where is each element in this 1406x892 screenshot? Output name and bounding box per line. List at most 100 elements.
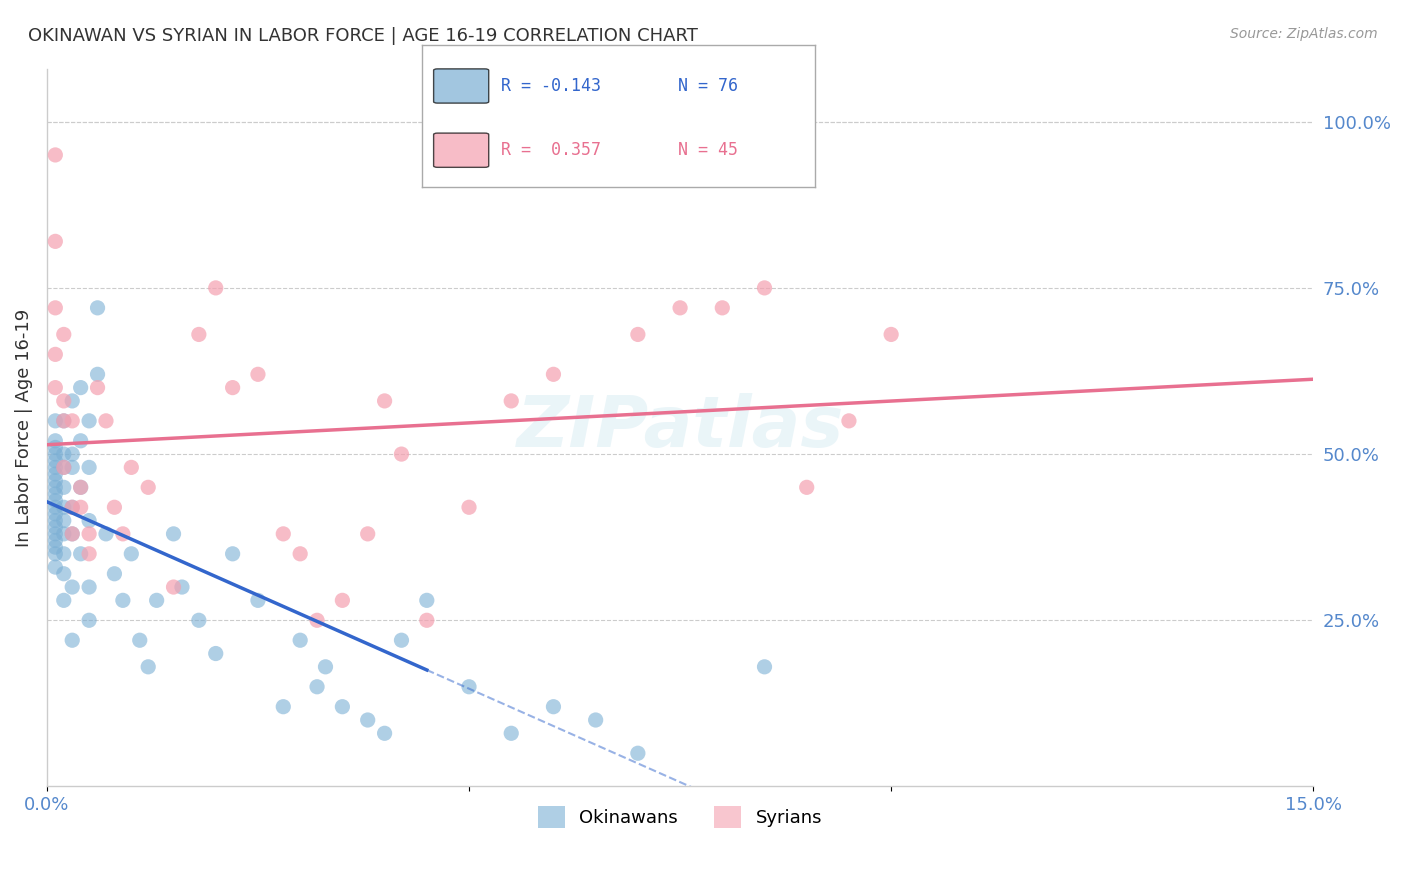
Point	[288, 633, 311, 648]
Point	[44, 441, 66, 455]
Point	[60, 460, 83, 475]
Point	[60, 393, 83, 408]
Point	[44, 514, 66, 528]
Point	[754, 281, 776, 295]
Point	[52, 393, 75, 408]
Point	[711, 301, 734, 315]
Point	[52, 514, 75, 528]
Point	[838, 414, 860, 428]
Point	[44, 414, 66, 428]
Point	[60, 527, 83, 541]
Point	[246, 368, 269, 382]
Point	[204, 281, 226, 295]
Point	[86, 368, 108, 382]
Text: R =  0.357: R = 0.357	[501, 141, 600, 159]
Point	[136, 660, 159, 674]
Text: Source: ZipAtlas.com: Source: ZipAtlas.com	[1230, 27, 1378, 41]
Point	[44, 527, 66, 541]
Point	[69, 480, 91, 494]
Point	[44, 434, 66, 448]
Point	[501, 726, 523, 740]
Point	[416, 613, 439, 627]
Point	[44, 500, 66, 515]
Point	[44, 540, 66, 554]
Point	[52, 460, 75, 475]
FancyBboxPatch shape	[433, 69, 489, 103]
Text: OKINAWAN VS SYRIAN IN LABOR FORCE | AGE 16-19 CORRELATION CHART: OKINAWAN VS SYRIAN IN LABOR FORCE | AGE …	[28, 27, 697, 45]
Point	[627, 327, 650, 342]
Point	[44, 235, 66, 249]
Point	[77, 547, 100, 561]
Point	[44, 474, 66, 488]
Point	[543, 699, 565, 714]
Point	[52, 460, 75, 475]
Point	[44, 480, 66, 494]
Point	[69, 500, 91, 515]
Point	[69, 434, 91, 448]
Point	[391, 633, 413, 648]
Point	[77, 414, 100, 428]
Point	[77, 514, 100, 528]
Point	[52, 327, 75, 342]
Point	[77, 613, 100, 627]
Point	[52, 414, 75, 428]
Point	[60, 527, 83, 541]
Point	[136, 480, 159, 494]
Point	[86, 381, 108, 395]
Point	[52, 447, 75, 461]
Point	[669, 301, 692, 315]
Point	[60, 580, 83, 594]
Point	[332, 699, 354, 714]
Point	[44, 447, 66, 461]
Point	[86, 301, 108, 315]
Point	[221, 547, 243, 561]
Text: N = 76: N = 76	[678, 77, 738, 95]
Point	[374, 726, 396, 740]
Point	[52, 414, 75, 428]
Point	[458, 500, 481, 515]
Point	[754, 660, 776, 674]
Point	[52, 547, 75, 561]
Point	[416, 593, 439, 607]
FancyBboxPatch shape	[433, 133, 489, 168]
Point	[52, 566, 75, 581]
Point	[60, 500, 83, 515]
Point	[145, 593, 167, 607]
Point	[94, 414, 117, 428]
Point	[120, 547, 142, 561]
Point	[315, 660, 337, 674]
Point	[44, 454, 66, 468]
Point	[44, 493, 66, 508]
Point	[204, 647, 226, 661]
Point	[103, 500, 125, 515]
Point	[501, 393, 523, 408]
Y-axis label: In Labor Force | Age 16-19: In Labor Force | Age 16-19	[15, 309, 32, 547]
Point	[44, 460, 66, 475]
Point	[374, 393, 396, 408]
Point	[60, 414, 83, 428]
Point	[627, 746, 650, 760]
Point	[77, 580, 100, 594]
Point	[94, 527, 117, 541]
Point	[44, 347, 66, 361]
Point	[44, 301, 66, 315]
Point	[162, 580, 184, 594]
Point	[52, 480, 75, 494]
Point	[221, 381, 243, 395]
Point	[69, 547, 91, 561]
Point	[357, 527, 380, 541]
Point	[60, 447, 83, 461]
Legend: Okinawans, Syrians: Okinawans, Syrians	[530, 798, 830, 835]
Point	[128, 633, 150, 648]
Point	[52, 527, 75, 541]
Point	[332, 593, 354, 607]
Point	[585, 713, 607, 727]
Point	[162, 527, 184, 541]
Point	[187, 613, 209, 627]
Point	[77, 527, 100, 541]
Text: ZIPatlas: ZIPatlas	[516, 393, 844, 462]
Point	[305, 680, 328, 694]
Point	[391, 447, 413, 461]
Point	[288, 547, 311, 561]
Text: N = 45: N = 45	[678, 141, 738, 159]
